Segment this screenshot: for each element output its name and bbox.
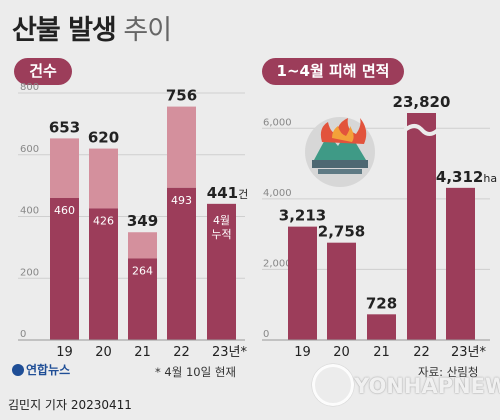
left-inner-note: 누적 — [211, 228, 231, 241]
right-value-label: 2,758 — [318, 223, 365, 241]
left-inner-label: 426 — [93, 214, 114, 227]
left-inner-label: 493 — [171, 194, 192, 207]
right-xtick-label: 19 — [294, 345, 311, 360]
left-xtick-label: 19 — [56, 345, 73, 360]
right-xtick-label: 21 — [373, 345, 390, 360]
ground-icon — [318, 169, 362, 174]
left-unit-label: 건 — [238, 188, 248, 201]
source-note: 자료: 산림청 — [418, 365, 479, 379]
left-bar-total — [128, 232, 157, 259]
flame-inner-icon — [332, 126, 354, 142]
logo-text: 연합뉴스 — [26, 363, 71, 377]
left-bar-total — [89, 148, 118, 209]
right-bar — [327, 242, 356, 340]
left-ytick-label: 600 — [20, 144, 39, 155]
logo-mark-icon — [12, 364, 24, 376]
right-bar — [367, 314, 396, 340]
left-xtick-label: 20 — [95, 345, 112, 360]
left-ytick-label: 200 — [20, 267, 39, 278]
left-inner-label: 264 — [132, 264, 153, 277]
right-unit-label: ha — [483, 172, 497, 185]
chart-title: 산불 발생 추이 — [12, 8, 172, 47]
right-value-label: 4,312ha — [436, 168, 497, 186]
right-bar — [446, 187, 475, 340]
left-ytick-label: 400 — [20, 206, 39, 217]
left-ytick-label: 800 — [20, 82, 39, 93]
right-value-label: 23,820 — [393, 93, 451, 111]
right-bar — [288, 226, 317, 340]
watermark-icon — [312, 364, 354, 406]
left-inner-label: 460 — [54, 204, 75, 217]
left-value-label: 620 — [88, 129, 119, 147]
left-chart-title: 건수 — [14, 58, 72, 85]
left-value-label: 349 — [127, 212, 158, 230]
left-bar-inner — [50, 197, 79, 340]
left-xtick-label: 22 — [173, 345, 190, 360]
left-xtick-label: 21 — [134, 345, 151, 360]
left-bar-inner — [128, 258, 157, 340]
ground-icon — [312, 160, 368, 168]
right-value-label: 728 — [366, 294, 397, 312]
left-ytick-label: 0 — [20, 329, 26, 340]
right-xtick-label: 23년* — [451, 345, 487, 360]
left-inner-note: 4월 — [213, 214, 230, 227]
right-ytick-label: 2,000 — [263, 258, 292, 269]
right-ytick-label: 6,000 — [263, 117, 292, 128]
right-chart-title: 1~4월 피해 면적 — [262, 58, 404, 85]
left-bar-inner — [89, 208, 118, 340]
left-value-label: 756 — [166, 87, 197, 105]
byline: 김민지 기자 20230411 — [8, 398, 132, 412]
left-value-label: 653 — [49, 118, 80, 136]
left-xtick-label: 23년* — [212, 345, 248, 360]
left-bar-inner — [167, 187, 196, 340]
right-xtick-label: 20 — [333, 345, 350, 360]
left-bar-total — [207, 203, 236, 340]
right-ytick-label: 4,000 — [263, 188, 292, 199]
left-bar-total — [167, 106, 196, 188]
title-light: 추이 — [123, 15, 172, 46]
watermark: YONHAPNEWS — [354, 374, 500, 398]
left-bar-total — [50, 138, 79, 198]
right-ytick-label: 0 — [263, 329, 269, 340]
right-bar — [407, 113, 436, 340]
right-xtick-label: 22 — [413, 345, 430, 360]
yonhap-logo: 연합뉴스 — [12, 361, 70, 378]
date-note: * 4월 10일 현재 — [155, 365, 236, 379]
title-bold: 산불 발생 — [12, 15, 117, 46]
axis-break-mark — [403, 124, 440, 136]
right-value-label: 3,213 — [279, 207, 326, 225]
left-value-label: 441건 — [207, 184, 248, 202]
